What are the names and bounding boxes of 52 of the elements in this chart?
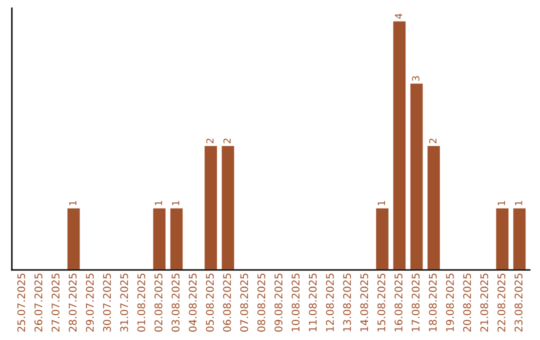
x-tick-label: 11.08.2025 [308,274,317,332]
x-tick-label: 13.08.2025 [343,274,351,332]
data-label: 1 [154,200,162,206]
x-tick-label: 21.08.2025 [480,274,488,332]
x-tick-label: 25.07.2025 [17,274,26,332]
x-tick-label: 06.08.2025 [223,274,231,332]
data-label: 1 [515,200,522,206]
x-tick-label: 26.07.2025 [34,274,42,332]
bar [203,144,218,270]
x-tick-label: 19.08.2025 [446,274,454,332]
bar [220,144,236,270]
bar [409,82,424,270]
x-tick-label: 28.07.2025 [68,274,77,332]
x-tick-label: 07.08.2025 [240,274,248,332]
x-tick-label: 08.08.2025 [257,274,266,332]
x-tick-label: 23.08.2025 [514,274,522,332]
x-tick-label: 20.08.2025 [463,274,472,332]
x-tick-label: 30.07.2025 [103,274,111,332]
data-label: 1 [69,200,76,206]
bar [392,20,407,270]
x-tick-label: 31.07.2025 [120,274,128,332]
x-tick-label: 29.07.2025 [86,274,94,332]
x-tick-label: 18.08.2025 [428,274,437,332]
x-tick-label: 09.08.2025 [274,274,282,332]
bar [494,206,510,270]
bar [152,206,167,270]
x-tick-label: 27.07.2025 [52,274,60,332]
x-tick-label: 22.08.2025 [497,274,506,332]
x-tick-label: 10.08.2025 [292,274,300,332]
data-label: 4 [395,14,402,19]
bar [426,144,442,270]
data-label: 1 [172,200,180,206]
data-label: 1 [498,200,505,206]
bar [512,206,528,270]
data-label: 2 [206,138,214,144]
data-label: 3 [412,76,420,81]
x-tick-label: 03.08.2025 [172,274,180,332]
bar [66,206,82,270]
x-tick-label: 14.08.2025 [360,274,368,332]
data-label: 2 [223,138,231,144]
x-tick-label: 16.08.2025 [394,274,402,332]
x-tick-label: 17.08.2025 [412,274,420,332]
x-tick-label: 12.08.2025 [326,274,334,332]
x-tick-label: 04.08.2025 [188,274,197,332]
bar [168,206,184,270]
bar [374,206,390,270]
data-label: 2 [429,138,436,144]
data-label: 1 [378,200,385,206]
x-tick-label: 15.08.2025 [377,274,386,332]
x-tick-label: 01.08.2025 [137,274,146,332]
x-tick-label: 02.08.2025 [154,274,162,332]
x-tick-label: 05.08.2025 [206,274,214,332]
